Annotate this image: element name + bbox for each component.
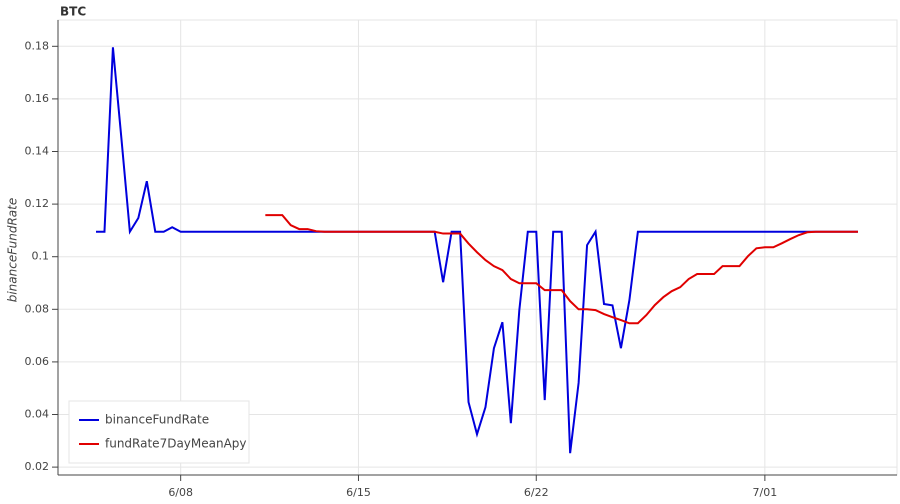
x-tick-label: 6/22 [524, 486, 549, 499]
x-tick-label: 7/01 [753, 486, 778, 499]
y-tick-label: 0.14 [25, 145, 50, 158]
y-tick-label: 0.16 [25, 92, 50, 105]
x-tick-label: 6/08 [168, 486, 193, 499]
y-tick-label: 0.08 [25, 302, 50, 315]
legend-box [68, 400, 250, 464]
series-line [96, 47, 858, 454]
y-tick-label: 0.02 [25, 460, 50, 473]
y-axis-label: binanceFundRate [6, 198, 20, 303]
x-tick-label: 6/15 [346, 486, 371, 499]
y-tick-label: 0.12 [25, 197, 50, 210]
legend: binanceFundRate fundRate7DayMeanApy [68, 400, 250, 464]
y-tick-label: 0.04 [25, 408, 50, 421]
y-tick-label: 0.06 [25, 355, 50, 368]
chart-title: BTC [60, 5, 86, 19]
y-tick-label: 0.1 [32, 250, 50, 263]
y-tick-label: 0.18 [25, 39, 50, 52]
series-line [265, 214, 858, 325]
legend-label: fundRate7DayMeanApy [105, 437, 247, 451]
legend-label: binanceFundRate [105, 413, 209, 427]
